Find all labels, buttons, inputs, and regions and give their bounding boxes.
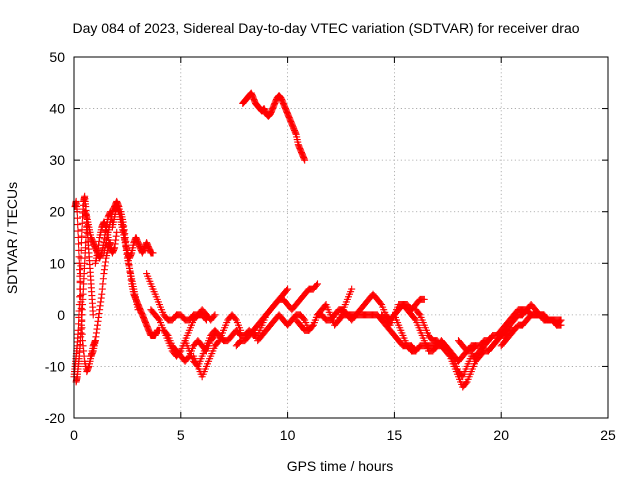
data-point — [78, 232, 86, 240]
data-point — [284, 285, 292, 293]
y-tick-label: 50 — [49, 49, 65, 65]
data-point — [312, 281, 320, 289]
data-point — [308, 322, 316, 330]
y-axis-label: SDTVAR / TECUs — [4, 182, 20, 294]
data-point — [76, 272, 84, 280]
y-tick-label: 30 — [49, 152, 65, 168]
data-point — [415, 310, 423, 318]
data-point — [184, 353, 192, 361]
series-trace-10 — [143, 270, 210, 324]
data-point — [231, 315, 239, 323]
data-point — [75, 253, 83, 261]
data-point — [211, 311, 219, 319]
x-tick-label: 10 — [280, 427, 296, 443]
data-point — [73, 208, 81, 216]
y-tick-label: 0 — [57, 307, 65, 323]
data-point — [76, 266, 84, 274]
data-points — [70, 89, 565, 391]
axis-ticks: 0 5 10 15 20 25 -20 -10 0 10 20 30 40 50 — [45, 49, 616, 443]
series-trace-15 — [232, 280, 322, 350]
data-point — [214, 338, 222, 346]
series-trace-25 — [239, 89, 309, 164]
data-point — [237, 326, 245, 334]
data-point — [76, 279, 84, 287]
data-point — [411, 315, 419, 323]
data-point — [420, 295, 428, 303]
x-axis-label: GPS time / hours — [287, 458, 394, 474]
data-point — [210, 312, 218, 320]
y-tick-label: -10 — [45, 358, 65, 374]
plot-frame — [73, 56, 609, 419]
series-trace-18 — [335, 311, 420, 355]
x-tick-label: 25 — [600, 427, 616, 443]
x-tick-label: 20 — [493, 427, 509, 443]
series-trace-23 — [484, 301, 565, 355]
series-trace-17 — [292, 290, 428, 334]
data-point — [78, 219, 86, 227]
data-point — [75, 240, 83, 248]
grid-lines — [74, 57, 608, 418]
data-point — [300, 315, 308, 323]
data-point — [89, 311, 97, 319]
y-tick-label: 40 — [49, 101, 65, 117]
data-point — [74, 227, 82, 235]
series-trace-24 — [497, 311, 565, 350]
series-trace-14 — [190, 311, 245, 381]
series-trace-12 — [160, 326, 219, 365]
data-point — [73, 214, 81, 222]
data-point — [74, 234, 82, 241]
data-point — [314, 280, 322, 288]
data-point — [377, 299, 385, 307]
data-point — [283, 286, 291, 294]
data-point — [163, 330, 171, 338]
x-tick-label: 0 — [70, 427, 78, 443]
data-point — [75, 246, 83, 254]
y-tick-label: -20 — [45, 410, 65, 426]
data-point — [74, 221, 82, 229]
data-point — [462, 379, 470, 387]
data-point — [154, 315, 162, 323]
data-point — [113, 228, 121, 236]
data-point — [348, 285, 356, 293]
y-tick-label: 20 — [49, 204, 65, 220]
chart-title: Day 084 of 2023, Sidereal Day-to-day VTE… — [72, 20, 579, 36]
data-point — [149, 249, 157, 257]
series-trace-9 — [117, 208, 163, 339]
x-tick-label: 5 — [177, 427, 185, 443]
x-tick-label: 15 — [387, 427, 403, 443]
data-point — [77, 304, 85, 312]
data-point — [301, 156, 309, 164]
data-point — [445, 351, 453, 359]
y-tick-label: 10 — [49, 255, 65, 271]
data-point — [557, 321, 565, 329]
